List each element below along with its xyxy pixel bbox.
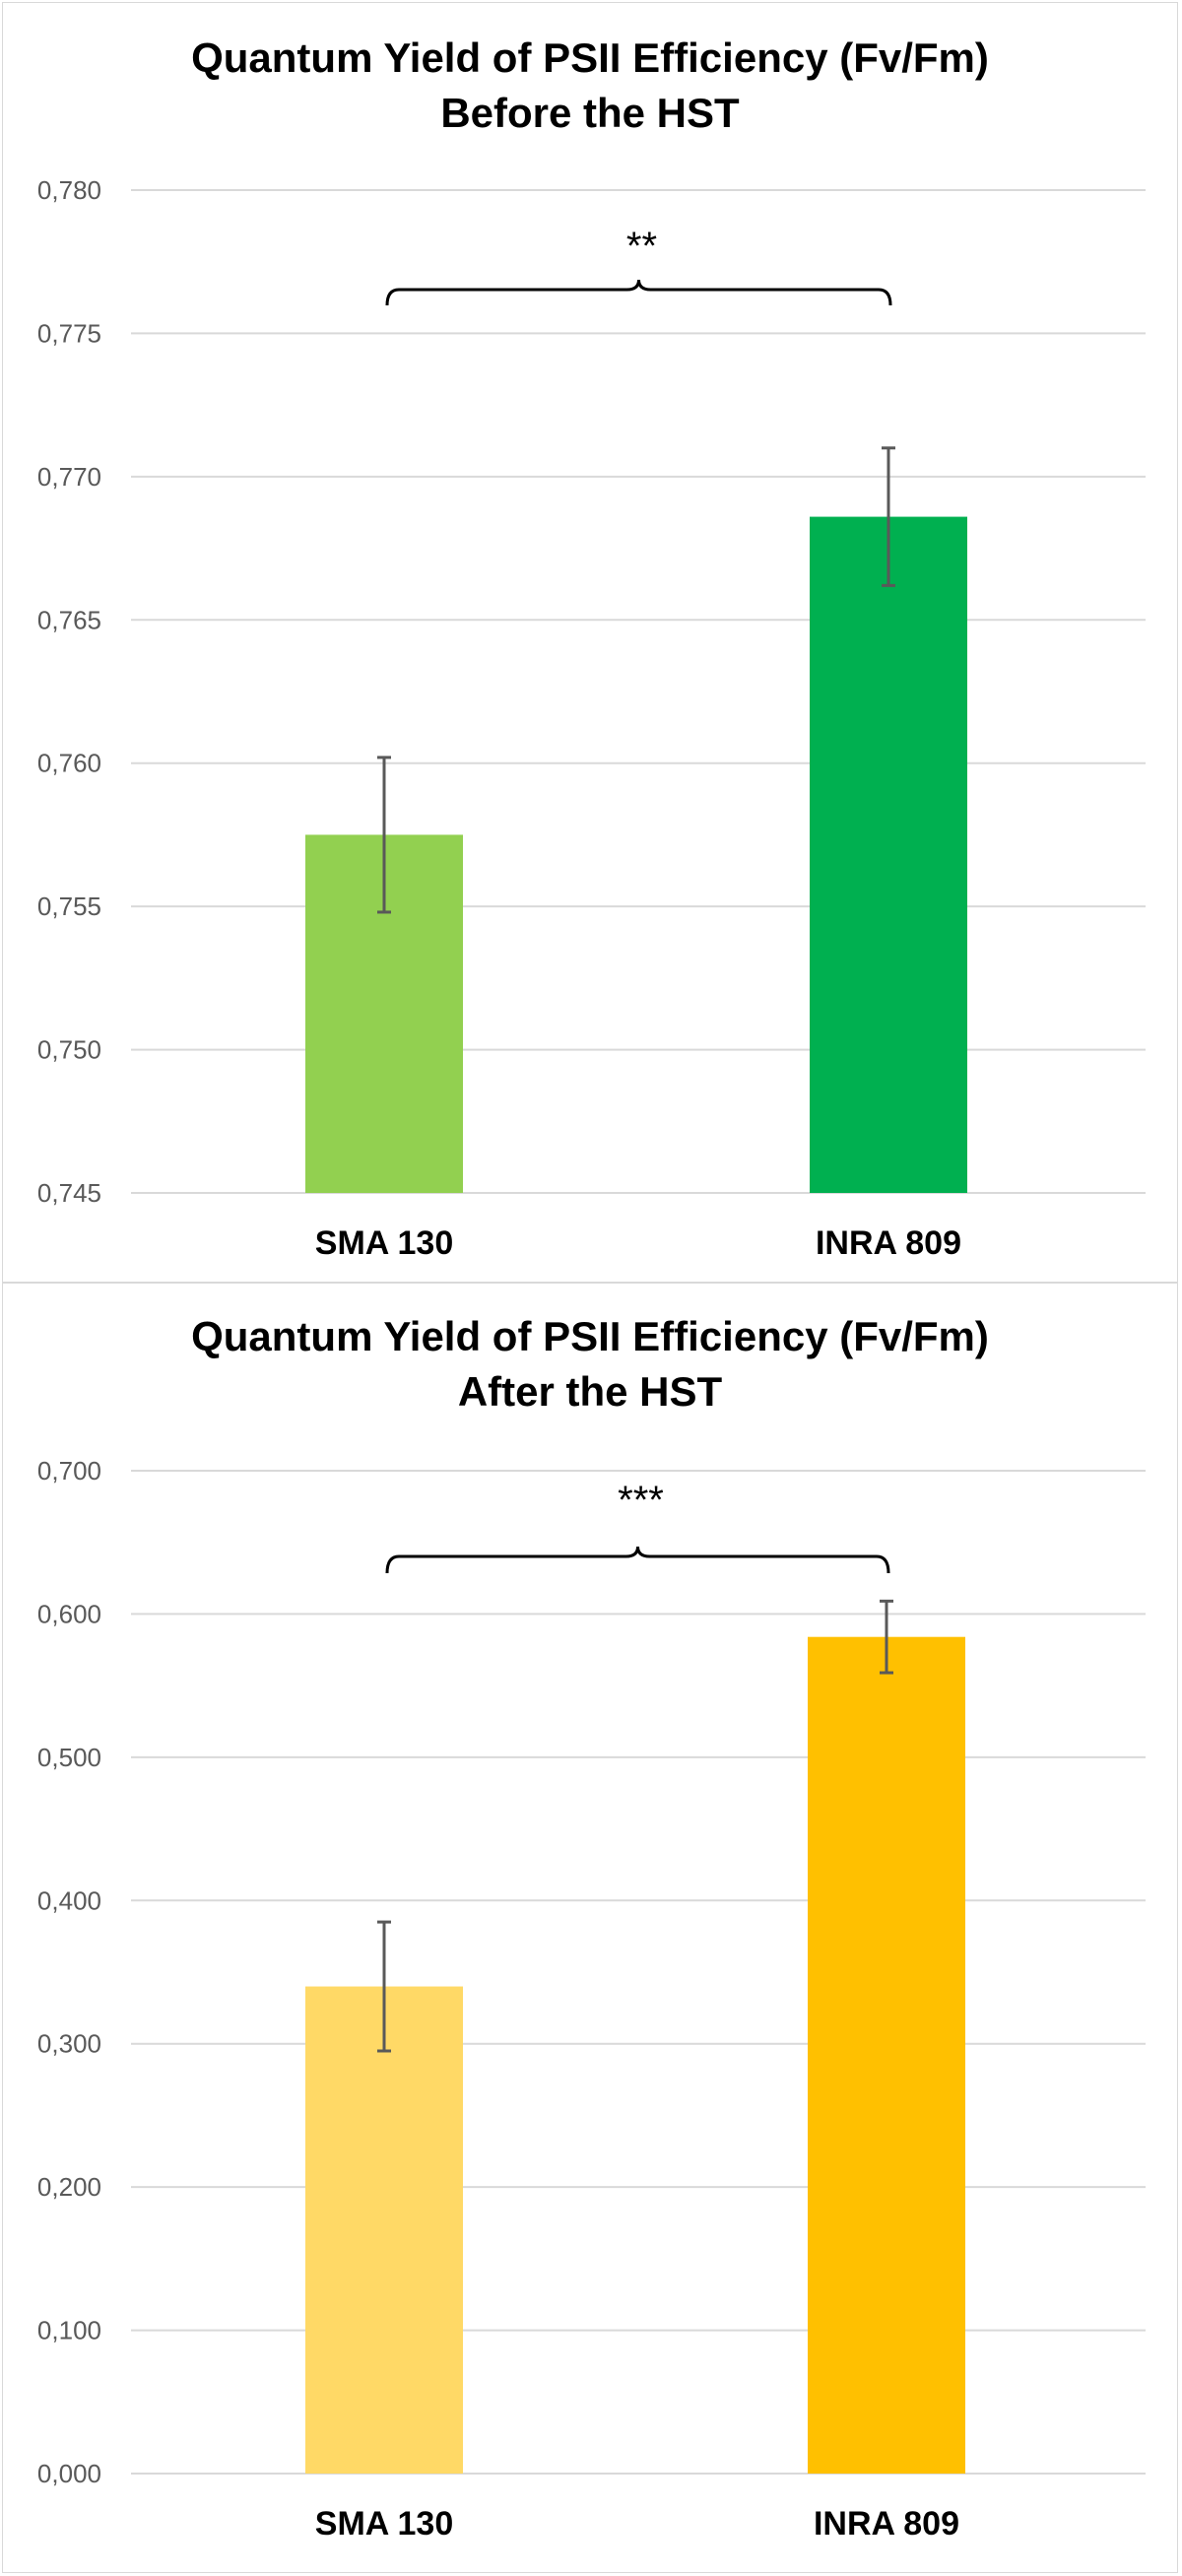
bar-sma-130 — [305, 1986, 463, 2474]
x-category-label: INRA 809 — [816, 1224, 961, 1262]
significance-marker: ** — [626, 225, 657, 268]
chart-subtitle: Before the HST — [440, 90, 740, 136]
bar-inra-809 — [810, 516, 967, 1193]
y-tick-label: 0,100 — [37, 2316, 101, 2345]
error-bar — [882, 446, 895, 587]
chart-title: Quantum Yield of PSII Efficiency (Fv/Fm) — [191, 34, 989, 81]
y-tick-label: 0,750 — [37, 1035, 101, 1065]
y-tick-label: 0,300 — [37, 2029, 101, 2059]
y-tick-label: 0,500 — [37, 1743, 101, 1772]
significance-bracket — [385, 279, 892, 306]
y-tick-label: 0,765 — [37, 605, 101, 634]
x-category-label: SMA 130 — [315, 2505, 453, 2543]
chart-before-hst: Quantum Yield of PSII Efficiency (Fv/Fm)… — [37, 34, 1146, 1262]
y-tick-label: 0,200 — [37, 2172, 101, 2202]
y-tick-label: 0,775 — [37, 318, 101, 348]
chart-panel-before: Quantum Yield of PSII Efficiency (Fv/Fm)… — [2, 2, 1178, 1283]
chart-subtitle: After the HST — [458, 1368, 723, 1415]
y-tick-label: 0,600 — [37, 1599, 101, 1628]
significance-marker: *** — [618, 1479, 664, 1522]
error-bar — [377, 1920, 391, 2053]
chart-after-hst: Quantum Yield of PSII Efficiency (Fv/Fm)… — [37, 1313, 1146, 2543]
y-tick-label: 0,770 — [37, 462, 101, 492]
chart-panel-after: Quantum Yield of PSII Efficiency (Fv/Fm)… — [2, 1283, 1178, 2573]
y-tick-label: 0,000 — [37, 2459, 101, 2488]
y-tick-label: 0,760 — [37, 749, 101, 778]
error-bar — [377, 756, 391, 914]
x-category-label: SMA 130 — [315, 1224, 453, 1262]
x-category-label: INRA 809 — [814, 2505, 959, 2543]
y-tick-label: 0,400 — [37, 1885, 101, 1915]
bar-inra-809 — [808, 1636, 965, 2474]
y-tick-label: 0,700 — [37, 1456, 101, 1486]
y-tick-label: 0,780 — [37, 175, 101, 205]
error-bar — [880, 1599, 893, 1675]
significance-bracket — [385, 1546, 890, 1574]
chart-title: Quantum Yield of PSII Efficiency (Fv/Fm) — [191, 1313, 989, 1359]
y-tick-label: 0,745 — [37, 1178, 101, 1208]
y-tick-label: 0,755 — [37, 892, 101, 921]
